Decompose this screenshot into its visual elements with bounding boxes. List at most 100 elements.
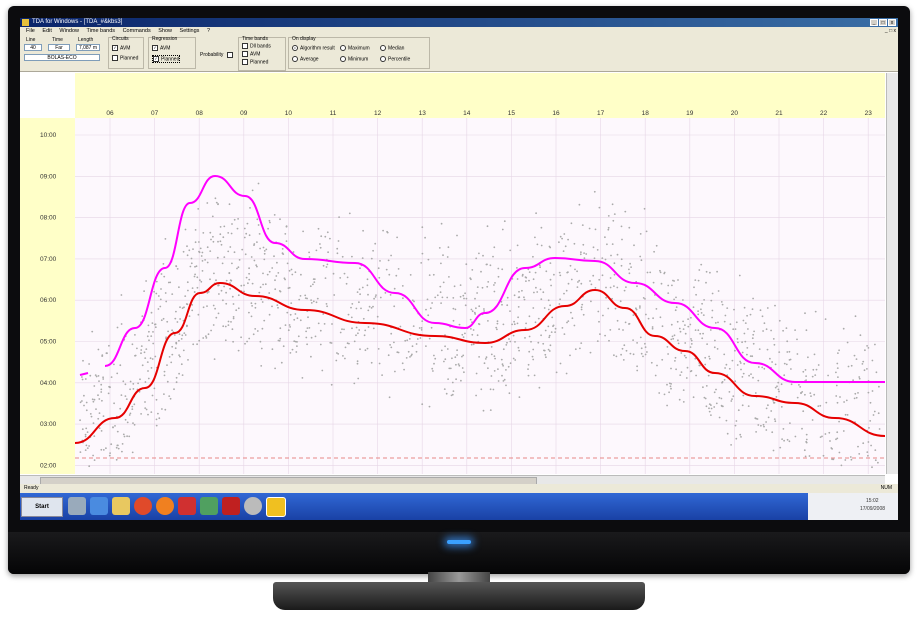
- all-bands-checkbox[interactable]: Dll bands: [242, 43, 271, 49]
- scatter-point: [621, 238, 623, 241]
- scatter-point: [702, 386, 704, 389]
- scatter-point: [593, 190, 596, 193]
- probability-checkbox[interactable]: [227, 52, 235, 58]
- bands-planned-label: Planned: [250, 59, 269, 66]
- scatter-point: [475, 307, 477, 310]
- scatter-point: [699, 332, 702, 335]
- scatter-point: [720, 301, 723, 303]
- scatter-point: [877, 412, 880, 415]
- tda-app-icon[interactable]: [266, 497, 286, 517]
- minimize-button[interactable]: _: [870, 19, 878, 26]
- scatter-point: [200, 255, 203, 257]
- scatter-point: [335, 359, 338, 362]
- circuits-planned-checkbox[interactable]: Planned: [112, 55, 138, 61]
- scatter-point: [200, 280, 203, 283]
- radio-algorithm-result[interactable]: • Algorithm result: [292, 45, 335, 51]
- scatter-point: [701, 302, 703, 305]
- scatter-point: [259, 247, 261, 250]
- media-icon[interactable]: [178, 497, 196, 515]
- scatter-point: [150, 335, 153, 337]
- scatter-point: [370, 257, 373, 260]
- radio-minimum[interactable]: Minimum: [340, 56, 368, 62]
- scatter-point: [452, 390, 455, 392]
- scatter-point: [147, 377, 150, 380]
- scatter-point: [229, 246, 232, 248]
- chrome-icon[interactable]: [134, 497, 152, 515]
- scatter-point: [570, 222, 573, 225]
- settings-icon[interactable]: [244, 497, 262, 515]
- scatter-point: [547, 308, 550, 311]
- mdi-controls[interactable]: _ □ x: [884, 28, 896, 34]
- scatter-point: [682, 401, 685, 403]
- bands-planned-checkbox[interactable]: Planned: [242, 59, 268, 65]
- scatter-point: [552, 324, 555, 327]
- scatter-point: [827, 374, 829, 377]
- scatter-point: [455, 378, 457, 381]
- scatter-point: [105, 352, 108, 355]
- scatter-point: [431, 302, 433, 304]
- scatter-point: [470, 328, 472, 330]
- menu-edit[interactable]: Edit: [42, 28, 52, 34]
- acrobat-icon[interactable]: [222, 497, 240, 515]
- scatter-point: [310, 299, 312, 301]
- scatter-point: [477, 323, 480, 325]
- vertical-scrollbar[interactable]: [886, 73, 898, 474]
- scatter-point: [336, 252, 339, 255]
- scatter-point: [824, 433, 827, 435]
- scatter-point: [194, 273, 196, 276]
- scatter-point: [189, 265, 192, 268]
- plot-area[interactable]: [74, 118, 886, 474]
- maximize-button[interactable]: □: [879, 19, 887, 26]
- scatter-point: [199, 279, 201, 282]
- menu-time-bands[interactable]: Time bands: [86, 28, 116, 34]
- menu-commands[interactable]: Commands: [122, 28, 151, 34]
- radio-median[interactable]: Median: [380, 45, 404, 51]
- radio-average[interactable]: Average: [292, 56, 319, 62]
- scatter-point: [864, 349, 866, 352]
- scatter-point: [613, 262, 616, 265]
- scatter-point: [757, 379, 760, 382]
- radio-maximum[interactable]: Maximum: [340, 45, 370, 51]
- scatter-point: [676, 320, 679, 323]
- route-field[interactable]: BOLAS-ECO: [24, 54, 100, 61]
- close-button[interactable]: x: [888, 19, 896, 26]
- menu-show[interactable]: Show: [158, 28, 172, 34]
- scatter-point: [746, 353, 748, 356]
- scatter-point: [93, 385, 96, 387]
- radio-percentile[interactable]: Percentile: [380, 56, 410, 62]
- scatter-point: [625, 349, 628, 352]
- scatter-point: [675, 306, 678, 308]
- circuits-avm-checkbox[interactable]: ✓ AVM: [112, 45, 131, 52]
- scatter-point: [667, 292, 670, 294]
- scatter-point: [85, 409, 88, 412]
- scatter-point: [126, 421, 129, 424]
- printer-icon[interactable]: [68, 497, 86, 515]
- menu-help[interactable]: ?: [206, 28, 210, 34]
- firefox-icon[interactable]: [156, 497, 174, 515]
- internet-explorer-icon[interactable]: [90, 497, 108, 515]
- folder-icon[interactable]: [112, 497, 130, 515]
- scatter-point: [268, 270, 271, 273]
- menu-window[interactable]: Window: [59, 28, 79, 34]
- spreadsheet-icon[interactable]: [200, 497, 218, 515]
- scatter-point: [547, 325, 550, 328]
- start-button[interactable]: Start: [21, 497, 63, 517]
- menu-file[interactable]: File: [26, 28, 35, 34]
- monitor-stand: [273, 582, 645, 610]
- time-field[interactable]: Far: [48, 44, 70, 51]
- regression-avm-checkbox[interactable]: ✓ AVM: [152, 45, 171, 52]
- scatter-point: [490, 353, 493, 356]
- scatter-point: [703, 396, 706, 399]
- scatter-point: [268, 313, 271, 316]
- line-field[interactable]: 40: [24, 44, 42, 51]
- app-icon: [22, 19, 29, 26]
- regression-planned-checkbox[interactable]: ✓ Planned: [152, 55, 181, 64]
- scatter-point: [678, 327, 681, 330]
- scatter-point: [147, 413, 149, 416]
- scatter-point: [754, 392, 757, 394]
- length-field[interactable]: 7,087 m: [76, 44, 100, 51]
- scatter-point: [711, 292, 714, 295]
- scatter-point: [835, 395, 838, 397]
- menu-settings[interactable]: Settings: [179, 28, 200, 34]
- bands-avm-checkbox[interactable]: AVM: [242, 51, 260, 57]
